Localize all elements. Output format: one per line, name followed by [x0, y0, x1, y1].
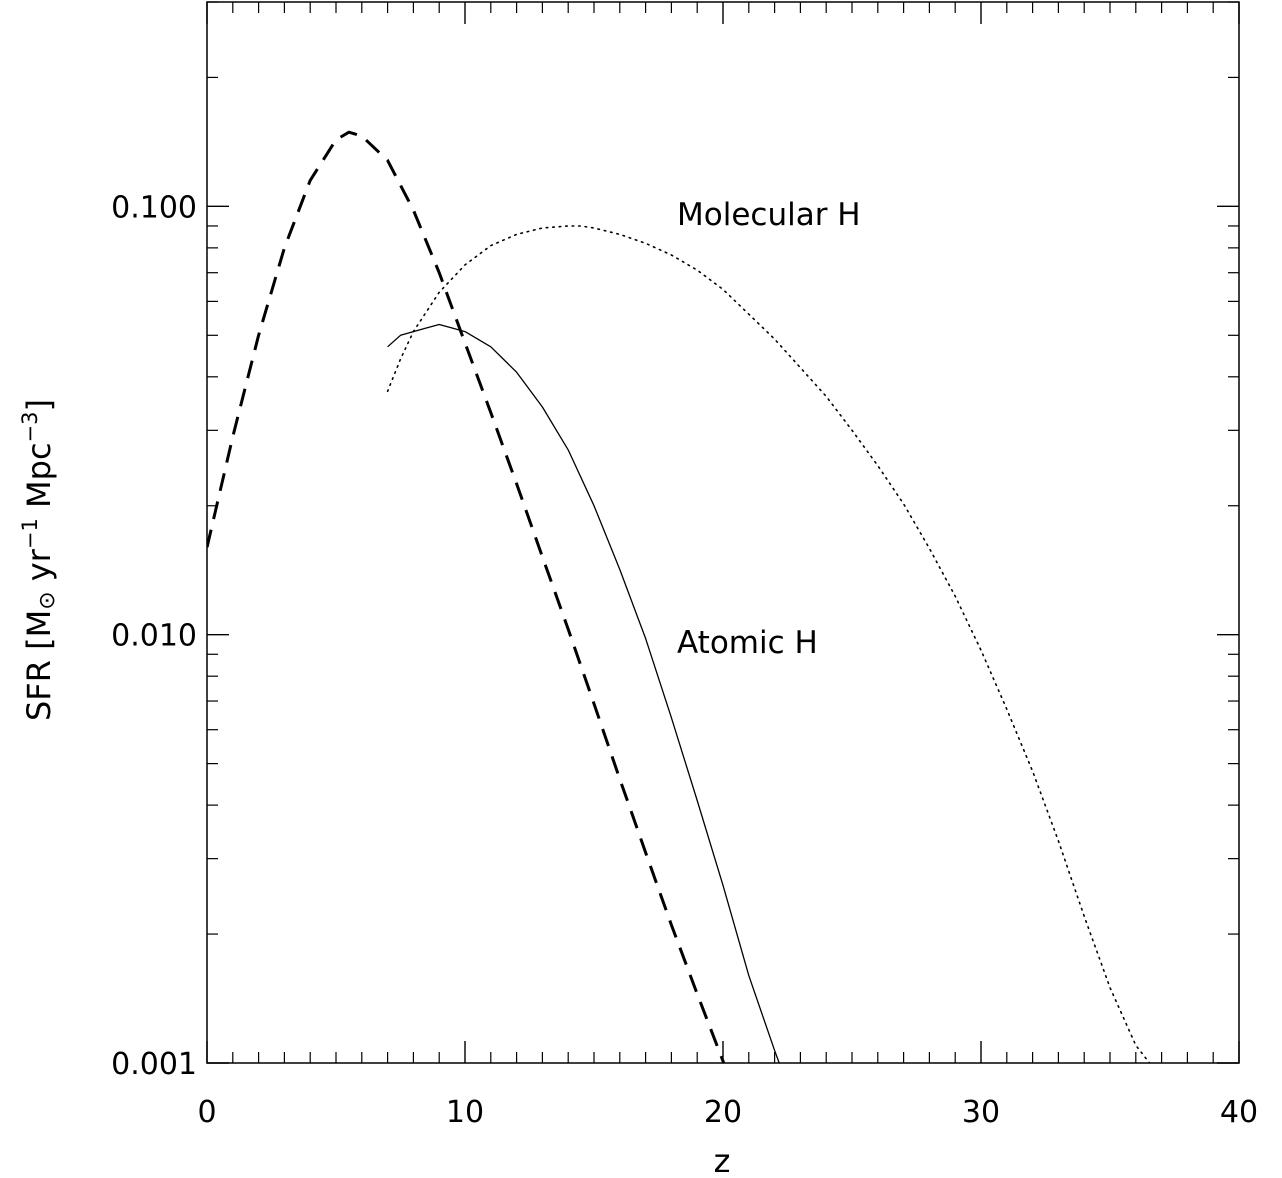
- y-tick-label: 0.100: [111, 190, 197, 225]
- plot-frame: [206, 1, 1240, 1064]
- x-axis-title: z: [714, 1142, 731, 1178]
- series-line-dotted: [386, 225, 1151, 1063]
- ylabel-yr: yr: [20, 548, 58, 591]
- x-tick-label: 0: [197, 1095, 216, 1130]
- y-tick-label: 0.001: [111, 1047, 197, 1082]
- ylabel-prefix: SFR [M: [20, 610, 58, 721]
- annotation-molecular-h: Molecular H: [677, 197, 861, 233]
- y-tick-label: 0.010: [111, 619, 197, 654]
- ylabel-mpc: Mpc: [20, 442, 58, 518]
- series-line-solid: [387, 323, 780, 1063]
- annotation-atomic-h: Atomic H: [677, 625, 818, 661]
- x-tick-label: 10: [446, 1095, 484, 1130]
- x-tick-label: 40: [1220, 1095, 1258, 1130]
- series-line-dashed: [207, 130, 726, 1063]
- x-tick-label: 30: [962, 1095, 1000, 1130]
- sun-symbol-icon: ⊙: [35, 591, 60, 609]
- axis-ticks: 0 10 20 30 40 0.001 0.010 0.100: [111, 1, 1258, 1130]
- x-tick-label: 20: [704, 1095, 742, 1130]
- y-axis-title: SFR [M⊙ yr−1 Mpc−3]: [18, 399, 60, 721]
- ylabel-exp2: −3: [18, 411, 42, 442]
- series-group: [207, 130, 1151, 1063]
- ylabel-exp1: −1: [18, 518, 42, 549]
- ylabel-suffix: ]: [20, 399, 58, 411]
